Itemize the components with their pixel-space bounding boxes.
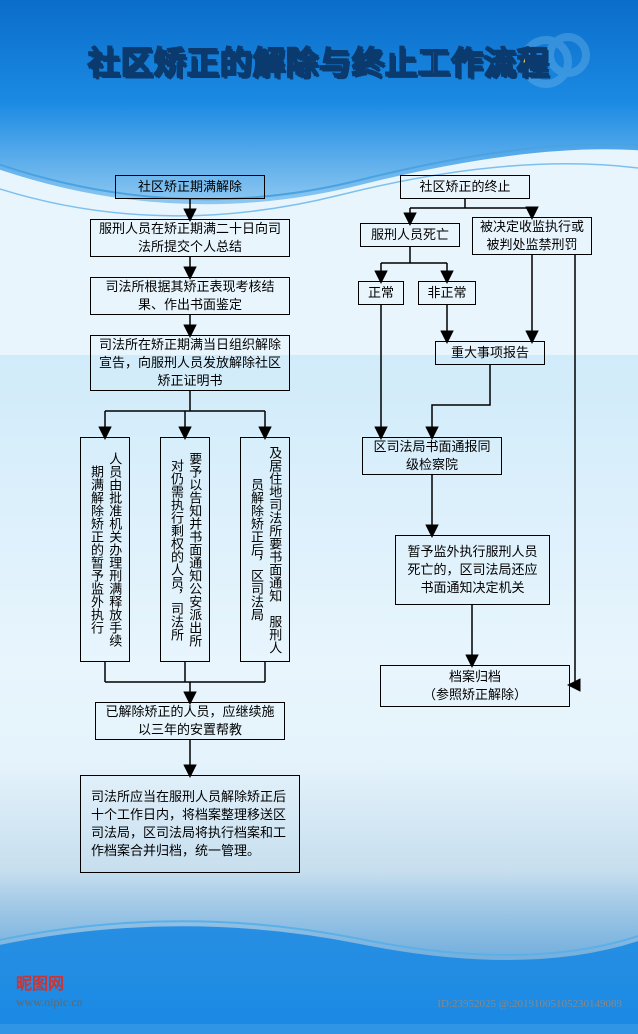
page-title: 社区矫正的解除与终止工作流程 — [0, 38, 638, 84]
watermark-logo: 昵图网 — [16, 970, 64, 994]
connectors — [0, 175, 638, 955]
watermark-site: www.nipic.cn — [16, 995, 83, 1010]
id-line: ID:23952025 @:20191005105230149089 — [437, 998, 622, 1010]
flowchart: 社区矫正期满解除 服刑人员在矫正期满二十日向司法所提交个人总结 司法所根据其矫正… — [0, 175, 638, 955]
